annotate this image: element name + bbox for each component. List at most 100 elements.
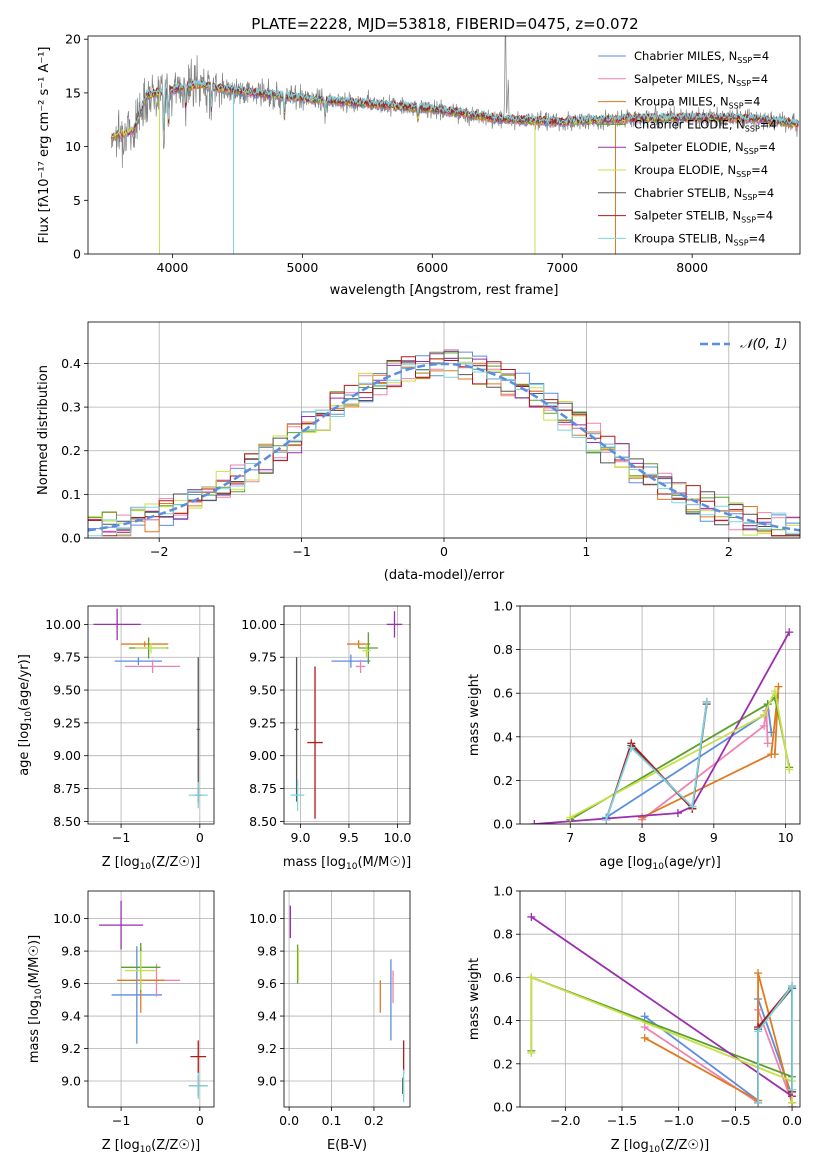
x-axis-label: Z [log10(Z/Z☉)] — [611, 1138, 709, 1155]
y-tick-label: 0.0 — [493, 817, 513, 832]
x-tick-label: 0 — [196, 1113, 204, 1128]
y-tick-label: 9.00 — [53, 748, 81, 763]
y-tick-label: 9.75 — [249, 650, 277, 665]
y-tick-label: 9.2 — [257, 1041, 277, 1056]
plot-area — [527, 912, 797, 1107]
x-tick-label: 7000 — [546, 260, 578, 275]
x-axis-label: age [log10(age/yr)] — [599, 855, 721, 872]
y-tick-label: 9.25 — [53, 715, 81, 730]
legend-label: Salpeter ELODIE, NSSP=4 — [634, 140, 776, 156]
x-tick-label: 7 — [566, 830, 574, 845]
y-tick-label: 10.0 — [53, 911, 81, 926]
x-tick-label: −0.5 — [720, 1113, 750, 1128]
axes-frame — [87, 35, 801, 255]
legend-label: Salpeter MILES, NSSP=4 — [634, 72, 768, 88]
y-tick-label: 9.2 — [61, 1041, 81, 1056]
weight-line-6 — [530, 976, 793, 1103]
weight-line-3 — [644, 972, 793, 1103]
y-tick-label: 0.8 — [493, 642, 513, 657]
plot-area — [290, 611, 403, 819]
y-tick-label: 1.0 — [493, 599, 513, 614]
y-axis-label: mass weight — [467, 958, 482, 1040]
y-tick-label: 8.75 — [249, 781, 277, 796]
y-tick-label: 9.0 — [257, 1074, 277, 1089]
axes-frame — [519, 605, 801, 825]
y-tick-label: 0.4 — [493, 1013, 513, 1028]
y-tick-label: 0.6 — [493, 686, 513, 701]
y-tick-label: 0.1 — [61, 487, 81, 502]
x-tick-label: 9.0 — [291, 830, 311, 845]
x-tick-label: −1.5 — [607, 1113, 637, 1128]
weight-line-6 — [569, 687, 791, 819]
x-tick-label: 4000 — [157, 260, 189, 275]
residual-histogram-7 — [88, 350, 800, 537]
y-tick-label: 9.25 — [249, 715, 277, 730]
y-tick-label: 10.0 — [249, 911, 277, 926]
y-tick-label: 10 — [65, 139, 81, 154]
model-spectrum-3 — [110, 83, 799, 141]
panel-spectrum: 4000 5000 6000 7000 8000 0 5 10 15 20 wavelength [… — [37, 32, 801, 298]
plot-area — [530, 628, 794, 824]
legend-label: Kroupa ELODIE, NSSP=4 — [634, 163, 768, 179]
x-axis-label: wavelength [Angstrom, rest frame] — [330, 283, 559, 298]
y-tick-label: 8.50 — [53, 814, 81, 829]
x-axis-label: Z [log10(Z/Z☉)] — [102, 855, 200, 872]
y-tick-label: 0.8 — [493, 927, 513, 942]
legend-label: Kroupa MILES, NSSP=4 — [634, 95, 760, 111]
x-tick-label: −1 — [112, 830, 130, 845]
plot-area — [289, 905, 405, 1103]
x-tick-label: 10 — [778, 830, 794, 845]
x-axis-label: mass [log10(M/M☉)] — [283, 855, 411, 872]
weight-line-2 — [641, 710, 769, 821]
y-tick-label: 0.4 — [61, 356, 81, 371]
y-axis-label: Normed distribution — [36, 365, 51, 495]
panel-weight-vs-age: 7 8 9 10 0.0 0.2 0.4 0.6 0.8 1.0 age [log10(age/yr… — [467, 599, 801, 872]
x-tick-label: 9 — [710, 830, 718, 845]
y-tick-label: 9.75 — [53, 650, 81, 665]
y-tick-label: 9.6 — [257, 976, 277, 991]
x-tick-label: 1 — [582, 544, 590, 559]
y-tick-label: 1.0 — [493, 884, 513, 899]
y-tick-label: 9.0 — [61, 1074, 81, 1089]
x-axis-label: Z [log10(Z/Z☉)] — [102, 1138, 200, 1155]
weight-line-5 — [530, 916, 793, 1107]
legend-label: Chabrier MILES, NSSP=4 — [634, 49, 769, 65]
weight-line-4 — [530, 976, 793, 1103]
panel-weight-vs-Z: −2.0 −1.5 −1.0 −0.5 0.0 0.0 0.2 0.4 0.6 0.8 1.0 Z [… — [467, 884, 802, 1156]
axes-frame — [283, 890, 411, 1108]
x-tick-label: −2 — [150, 544, 168, 559]
panel-age-vs-Z: −1 0 8.50 8.75 9.00 9.25 9.50 9.75 10.00 Z [log10… — [17, 605, 215, 872]
figure-title: PLATE=2228, MJD=53818, FIBERID=0475, z=0… — [251, 15, 638, 33]
x-axis-label: (data-model)/error — [384, 568, 505, 583]
weight-line-8 — [605, 701, 708, 820]
y-tick-label: 0.2 — [61, 443, 81, 458]
plot-area — [99, 900, 208, 1099]
model-spectrum-8 — [133, 79, 799, 130]
y-tick-label: 9.00 — [249, 748, 277, 763]
y-tick-label: 8.75 — [53, 781, 81, 796]
panel-mass-vs-Z: −1 0 9.0 9.2 9.4 9.6 9.8 10.0 Z [log10(Z/Z☉)] mas… — [27, 890, 215, 1155]
y-tick-label: 0.2 — [493, 773, 513, 788]
y-tick-label: 0.6 — [493, 970, 513, 985]
y-tick-label: 9.50 — [53, 683, 81, 698]
legend-label: Kroupa STELIB, NSSP=4 — [634, 231, 765, 247]
axes-frame — [283, 605, 411, 825]
x-tick-label: 0.1 — [322, 1113, 342, 1128]
legend-label: 𝒩(0, 1) — [740, 337, 787, 352]
legend-label: Chabrier STELIB, NSSP=4 — [634, 186, 774, 202]
model-spectrum-9 — [133, 79, 799, 130]
legend-label: Chabrier ELODIE, NSSP=4 — [634, 117, 777, 133]
x-tick-label: 10.0 — [383, 830, 411, 845]
y-tick-label: 0.0 — [61, 531, 81, 546]
y-tick-label: 0.4 — [493, 729, 513, 744]
normal-reference-curve — [88, 362, 800, 532]
x-tick-label: 5000 — [286, 260, 318, 275]
x-tick-label: 8000 — [676, 260, 708, 275]
y-tick-label: 9.4 — [61, 1009, 81, 1024]
legend-label: Salpeter STELIB, NSSP=4 — [634, 209, 773, 225]
y-tick-label: 8.50 — [249, 814, 277, 829]
panel-residual-histogram: −2 −1 0 1 2 0.0 0.1 0.2 0.3 0.4 𝒩(0, 1) (data-model… — [36, 321, 801, 583]
axes-frame — [87, 890, 215, 1108]
x-tick-label: 0 — [440, 544, 448, 559]
